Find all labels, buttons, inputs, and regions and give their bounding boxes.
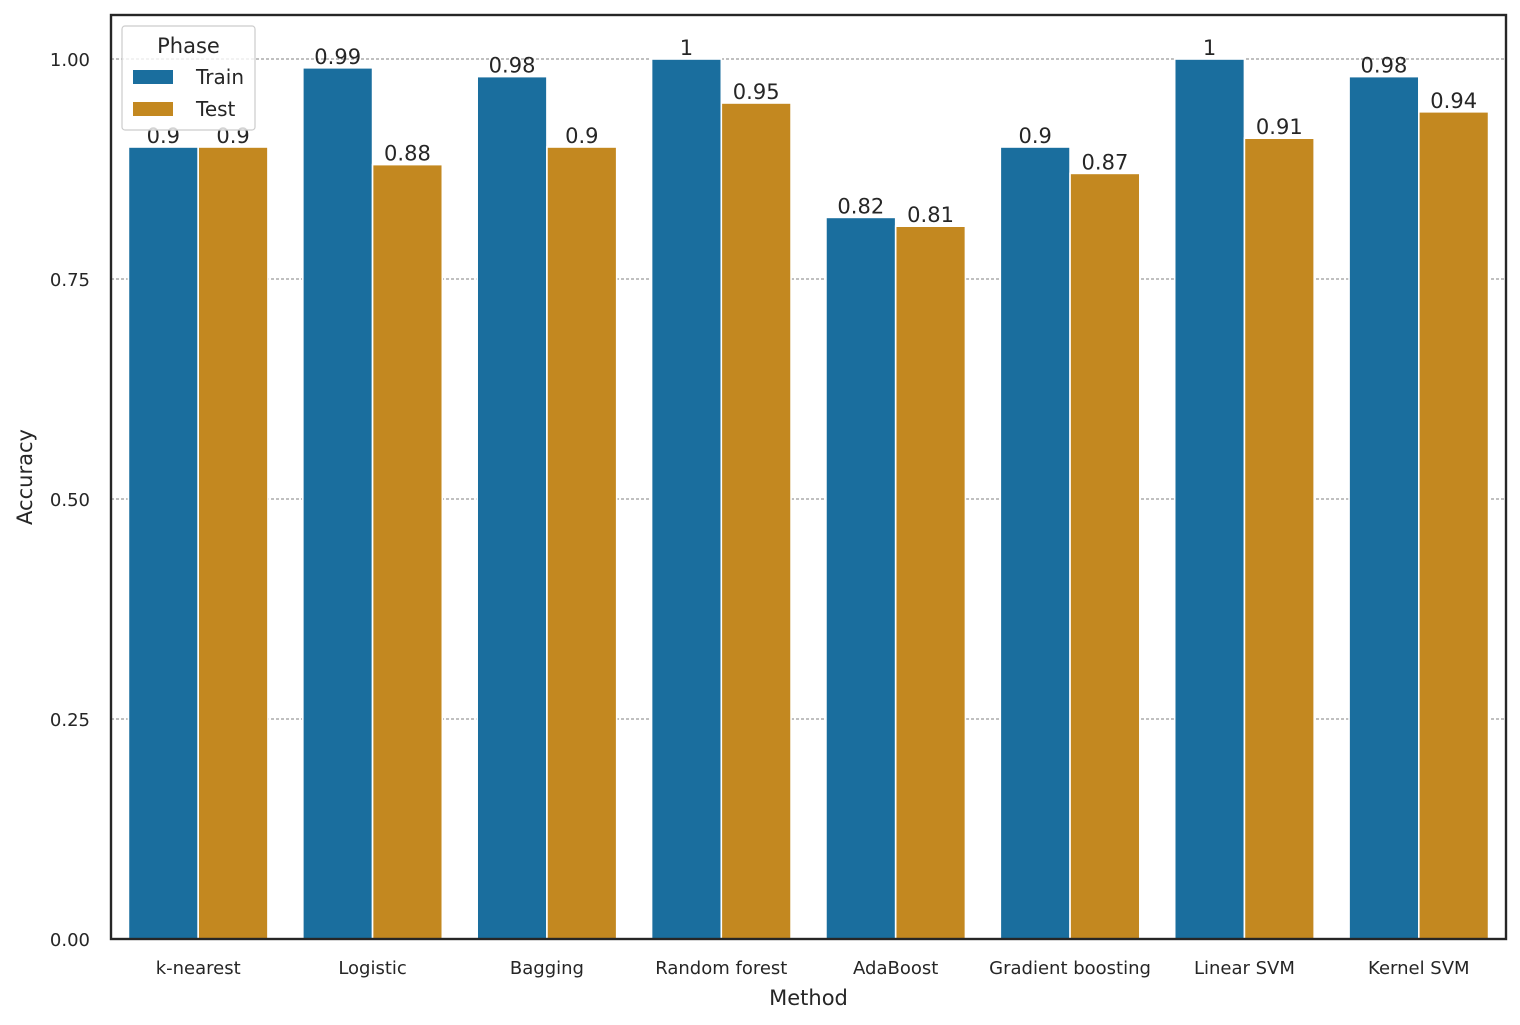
x-tick-label: Kernel SVM — [1368, 958, 1470, 979]
bar-value-label: 0.88 — [384, 142, 431, 166]
bar-train — [1348, 75, 1420, 940]
bar-train — [1173, 58, 1246, 940]
bar-value-label: 1 — [1203, 36, 1216, 60]
x-tick-label: Bagging — [510, 958, 584, 979]
legend-swatch-test — [133, 102, 173, 116]
x-tick-label: Linear SVM — [1194, 958, 1295, 979]
bar-test — [371, 163, 444, 940]
bar-value-label: 0.87 — [1082, 150, 1129, 174]
legend-title: Phase — [157, 34, 220, 58]
legend-label-train: Train — [195, 65, 244, 89]
bar-value-labels: 0.9 0.90.990.880.980.910.950.82 0.810.90.8… — [147, 36, 1477, 227]
x-tick-label: Gradient boosting — [989, 958, 1151, 979]
y-tick-label: 0.50 — [50, 490, 90, 511]
x-tick-label: k-nearest — [156, 958, 241, 979]
x-axis-ticks: k-nearest Logistic Bagging Random forest Ada… — [156, 958, 1470, 979]
bar-train — [302, 67, 374, 940]
y-axis-label: Accuracy — [13, 429, 37, 525]
bar-value-label: 0.94 — [1430, 89, 1477, 113]
bar-train — [825, 216, 897, 940]
bar-train — [999, 146, 1071, 940]
legend: Phase Train Test — [121, 25, 256, 131]
y-tick-label: 0.00 — [50, 930, 90, 951]
bar-value-label: 0.98 — [489, 54, 536, 78]
bar-value-label: 1 — [680, 36, 693, 60]
bar-test — [720, 102, 792, 940]
bar-value-label: 0.99 — [314, 45, 361, 69]
bars — [127, 58, 1490, 940]
y-tick-label: 0.25 — [50, 710, 90, 731]
bar-value-label: 0.95 — [733, 80, 780, 104]
y-tick-label: 0.75 — [50, 270, 90, 291]
bar-test — [546, 146, 618, 940]
bar-value-label: 0.9 — [1018, 124, 1051, 148]
bar-train — [650, 58, 723, 940]
bar-value-label: 0.98 — [1361, 54, 1408, 78]
bar-test — [1418, 111, 1490, 940]
bar-value-label: 0.91 — [1256, 115, 1303, 139]
bar-value-label: 0.81 — [907, 203, 954, 227]
bar-train — [127, 146, 199, 940]
legend-swatch-train — [133, 70, 173, 84]
bar-value-label: 0.9 — [565, 124, 598, 148]
legend-label-test: Test — [195, 97, 236, 121]
x-axis-label: Method — [769, 986, 848, 1010]
x-tick-label: Logistic — [338, 958, 406, 979]
bar-train — [476, 75, 548, 940]
y-tick-label: 1.00 — [50, 50, 90, 71]
bar-value-label: 0.82 — [837, 194, 884, 218]
bar-test — [894, 225, 967, 940]
x-tick-label: AdaBoost — [853, 958, 938, 979]
y-axis-ticks: 0.00 0.25 0.50 0.75 1.00 — [50, 50, 90, 951]
plot-frame — [109, 13, 1508, 941]
bar-test — [1243, 137, 1315, 940]
bar-test — [1069, 172, 1141, 940]
legend-items: Train Test — [133, 65, 244, 121]
bar-test — [197, 146, 269, 940]
x-tick-label: Random forest — [655, 958, 787, 979]
